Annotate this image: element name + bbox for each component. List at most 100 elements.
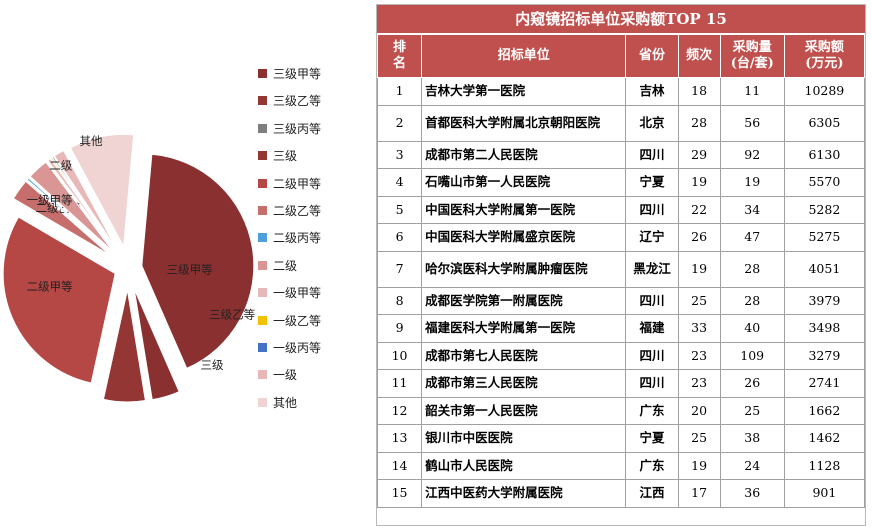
table-cell: 广东 bbox=[625, 451, 679, 480]
pie-slice bbox=[29, 161, 114, 253]
legend-item: 一级甲等 bbox=[258, 283, 368, 310]
table-cell: 四川 bbox=[625, 286, 679, 315]
table-cell: 中国医科大学附属盛京医院 bbox=[421, 223, 627, 252]
table-cell: 40 bbox=[719, 314, 785, 343]
table-cell: 17 bbox=[677, 479, 721, 508]
pie-slice-label: 二级甲等 bbox=[27, 279, 73, 293]
legend-item: 三级甲等 bbox=[258, 64, 368, 91]
table-cell: 56 bbox=[719, 104, 785, 142]
table-cell: 3498 bbox=[783, 314, 866, 343]
table-row: 15 江西中医药大学附属医院 江西 17 36 901 bbox=[376, 479, 866, 508]
table-cell: 福建 bbox=[625, 314, 679, 343]
legend-swatch bbox=[258, 315, 267, 325]
pie-slice bbox=[2, 216, 116, 384]
table-cell: 2741 bbox=[783, 369, 866, 398]
table-cell: 28 bbox=[677, 104, 721, 142]
table-cell: 1662 bbox=[783, 396, 866, 425]
table-row: 14 鹤山市人民医院 广东 19 24 1128 bbox=[376, 451, 866, 480]
table-cell: 黑龙江 bbox=[625, 250, 679, 288]
legend-swatch bbox=[258, 342, 267, 352]
pie-slice bbox=[133, 288, 180, 401]
table-cell: 20 bbox=[677, 396, 721, 425]
table-cell: 3979 bbox=[783, 286, 866, 315]
table-cell: 6130 bbox=[783, 140, 866, 169]
table-cell: 成都市第三人民医院 bbox=[421, 369, 627, 398]
table-cell: 47 bbox=[719, 223, 785, 252]
table-title: 内窥镜招标单位采购额TOP 15 bbox=[377, 5, 865, 34]
table-cell: 25 bbox=[719, 396, 785, 425]
pie-slice-label: 三级 bbox=[201, 358, 224, 372]
table-cell: 19 bbox=[719, 168, 785, 197]
pie-slice bbox=[12, 180, 111, 256]
table-cell: 1462 bbox=[783, 424, 866, 453]
legend-swatch bbox=[258, 123, 267, 133]
table-cell: 北京 bbox=[625, 104, 679, 142]
table-cell: 25 bbox=[677, 424, 721, 453]
table-cell: 26 bbox=[677, 223, 721, 252]
pie-slice-label: 二级 bbox=[49, 158, 72, 172]
table-cell: 25 bbox=[677, 286, 721, 315]
legend-swatch bbox=[258, 288, 267, 298]
table-cell: 宁夏 bbox=[625, 168, 679, 197]
table-cell: 19 bbox=[677, 451, 721, 480]
table-row: 2 首都医科大学附属北京朝阳医院 北京 28 56 6305 bbox=[376, 104, 866, 142]
legend-label: 三级乙等 bbox=[273, 94, 322, 109]
table-cell: 江西 bbox=[625, 479, 679, 508]
legend-item: 一级 bbox=[258, 365, 368, 392]
table-cell: 四川 bbox=[625, 140, 679, 169]
legend-swatch bbox=[258, 233, 267, 243]
pie-slice bbox=[69, 133, 135, 249]
column-header: 频次 bbox=[677, 34, 721, 78]
table-row: 10 成都市第七人民医院 四川 23 109 3279 bbox=[376, 341, 866, 370]
column-header: 采购额 (万元) bbox=[783, 34, 866, 78]
table-cell: 福建医科大学附属第一医院 bbox=[421, 314, 627, 343]
table-cell: 四川 bbox=[625, 341, 679, 370]
table-cell: 四川 bbox=[625, 195, 679, 224]
table-cell: 29 bbox=[677, 140, 721, 169]
column-header: 省份 bbox=[625, 34, 679, 78]
legend-item: 三级 bbox=[258, 146, 368, 173]
table-row: 5 中国医科大学附属第一医院 四川 22 34 5282 bbox=[376, 195, 866, 224]
legend-item: 三级丙等 bbox=[258, 119, 368, 146]
table-cell: 3279 bbox=[783, 341, 866, 370]
table-cell: 广东 bbox=[625, 396, 679, 425]
table-cell: 江西中医药大学附属医院 bbox=[421, 479, 627, 508]
table-cell: 1128 bbox=[783, 451, 866, 480]
table-row: 13 银川市中医医院 宁夏 25 38 1462 bbox=[376, 424, 866, 453]
pie-slice-label: 三级乙等 bbox=[209, 307, 255, 321]
table-cell: 18 bbox=[677, 77, 721, 106]
table-cell: 4051 bbox=[783, 250, 866, 288]
pie-legend: 三级甲等 三级乙等 三级丙等 三级 二级甲等 二级乙等 二级丙等 二级 一级甲等 一级乙等 一级丙等… bbox=[258, 64, 368, 420]
legend-label: 二级甲等 bbox=[273, 176, 322, 191]
pie-slice bbox=[51, 155, 117, 251]
pie-slice bbox=[102, 289, 146, 403]
column-header: 排名 bbox=[376, 34, 423, 78]
table-cell: 6 bbox=[376, 223, 423, 252]
table-cell: 银川市中医医院 bbox=[421, 424, 627, 453]
legend-item: 一级丙等 bbox=[258, 338, 368, 365]
table-row: 12 韶关市第一人民医院 广东 20 25 1662 bbox=[376, 396, 866, 425]
table-cell: 34 bbox=[719, 195, 785, 224]
table-cell: 38 bbox=[719, 424, 785, 453]
legend-item: 一级乙等 bbox=[258, 311, 368, 338]
table-cell: 12 bbox=[376, 396, 423, 425]
table-cell: 11 bbox=[376, 369, 423, 398]
legend-swatch bbox=[258, 96, 267, 106]
table-cell: 92 bbox=[719, 140, 785, 169]
legend-item: 其他 bbox=[258, 393, 368, 420]
table-cell: 宁夏 bbox=[625, 424, 679, 453]
table-cell: 韶关市第一人民医院 bbox=[421, 396, 627, 425]
table-cell: 19 bbox=[677, 168, 721, 197]
table-cell: 36 bbox=[719, 479, 785, 508]
table-row: 7 哈尔滨医科大学附属肿瘤医院 黑龙江 19 28 4051 bbox=[376, 250, 866, 288]
table-cell: 四川 bbox=[625, 369, 679, 398]
legend-swatch bbox=[258, 205, 267, 215]
table-cell: 9 bbox=[376, 314, 423, 343]
table-cell: 1 bbox=[376, 77, 423, 106]
table-cell: 8 bbox=[376, 286, 423, 315]
legend-label: 二级 bbox=[273, 258, 298, 273]
legend-item: 二级 bbox=[258, 256, 368, 283]
legend-swatch bbox=[258, 260, 267, 270]
legend-item: 二级丙等 bbox=[258, 228, 368, 255]
